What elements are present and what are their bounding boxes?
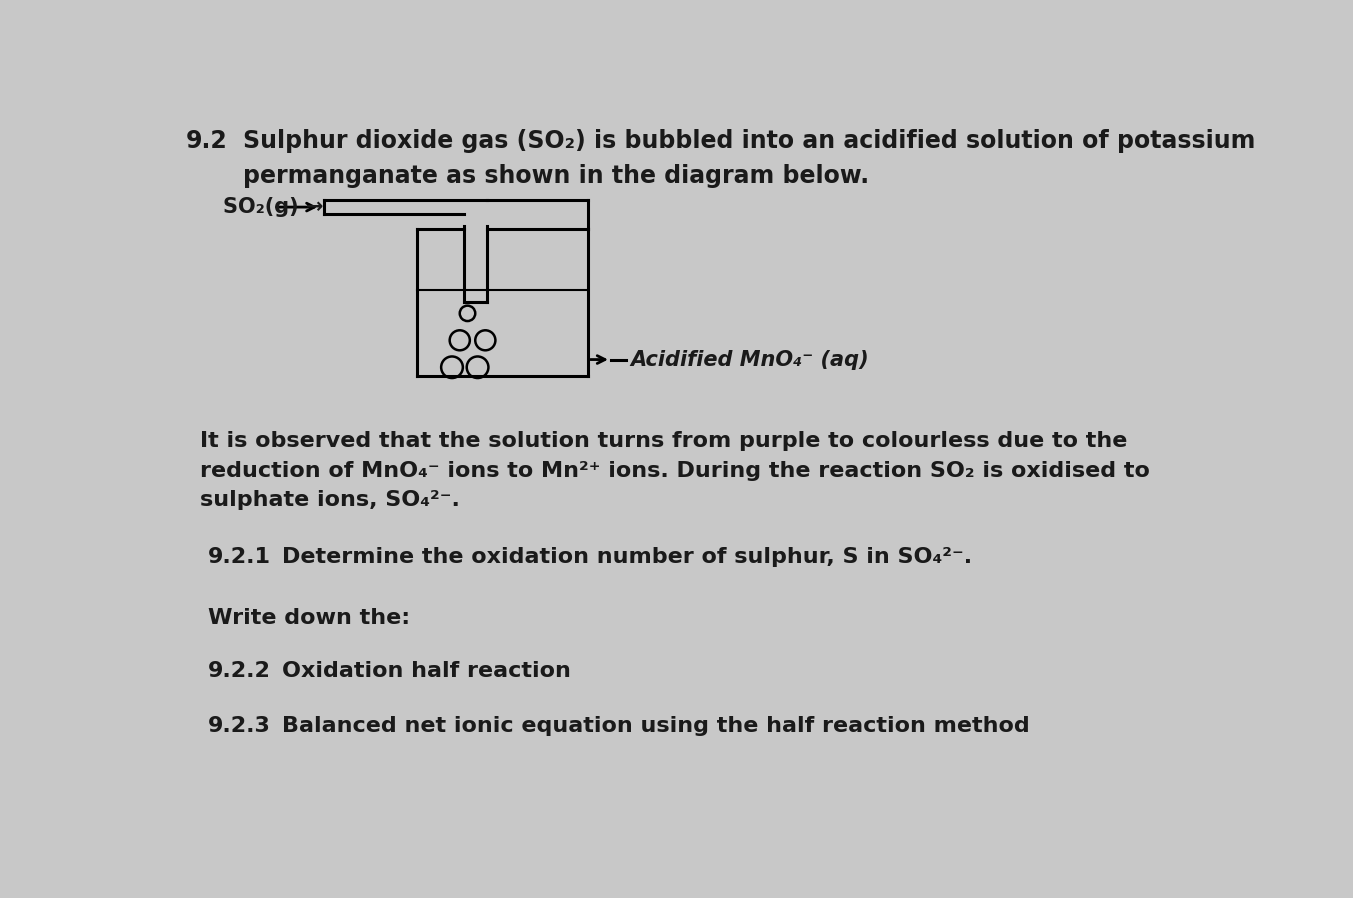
Text: Oxidation half reaction: Oxidation half reaction	[281, 661, 571, 681]
Text: 9.2: 9.2	[187, 129, 227, 154]
Text: Sulphur dioxide gas (SO₂) is bubbled into an acidified solution of potassium
per: Sulphur dioxide gas (SO₂) is bubbled int…	[242, 129, 1256, 188]
Text: SO₂(g) →: SO₂(g) →	[223, 197, 323, 217]
Text: 9.2.1: 9.2.1	[208, 547, 271, 567]
Text: Balanced net ionic equation using the half reaction method: Balanced net ionic equation using the ha…	[281, 716, 1030, 736]
Text: Determine the oxidation number of sulphur, S in SO₄²⁻.: Determine the oxidation number of sulphu…	[281, 547, 971, 567]
Text: Write down the:: Write down the:	[208, 608, 410, 629]
Text: 9.2.2: 9.2.2	[208, 661, 271, 681]
Text: 9.2.3: 9.2.3	[208, 716, 271, 736]
Text: It is observed that the solution turns from purple to colourless due to the
redu: It is observed that the solution turns f…	[200, 431, 1150, 510]
Text: Acidified MnO₄⁻ (aq): Acidified MnO₄⁻ (aq)	[630, 349, 869, 370]
